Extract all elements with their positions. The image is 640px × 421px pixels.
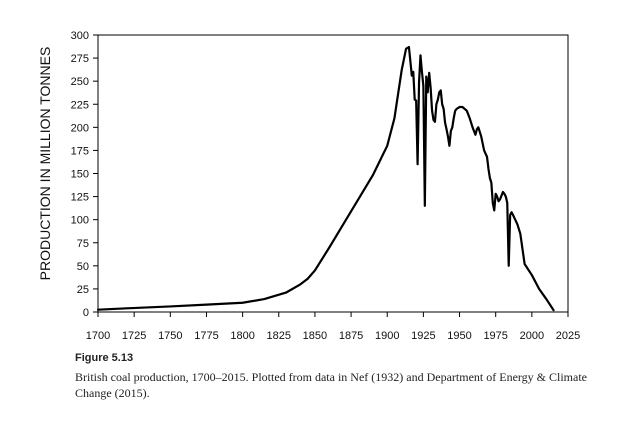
y-tick-label: 100 bbox=[71, 215, 89, 227]
figure-caption: Figure 5.13 British coal production, 170… bbox=[75, 352, 615, 401]
x-tick-label: 1975 bbox=[483, 330, 507, 342]
x-tick-label: 1850 bbox=[303, 330, 327, 342]
x-tick-label: 2000 bbox=[520, 330, 544, 342]
y-tick-label: 250 bbox=[71, 76, 89, 88]
y-tick-label: 150 bbox=[71, 169, 89, 181]
coal-production-line bbox=[96, 45, 555, 312]
x-tick-label: 1800 bbox=[230, 330, 254, 342]
x-tick-label: 1900 bbox=[375, 330, 399, 342]
y-tick-label: 75 bbox=[77, 238, 89, 250]
x-tick-label: 1925 bbox=[411, 330, 435, 342]
y-tick-label: 200 bbox=[71, 122, 89, 134]
y-tick-label: 25 bbox=[77, 284, 89, 296]
figure-caption-text: British coal production, 1700–2015. Plot… bbox=[75, 370, 588, 400]
figure-label: Figure 5.13 bbox=[75, 352, 134, 364]
y-axis: 0 25 50 75 100 125 150 175 200 225 250 275 300 bbox=[71, 30, 98, 319]
x-tick-label: 1725 bbox=[122, 330, 146, 342]
y-tick-label: 275 bbox=[71, 53, 89, 65]
x-axis: 1700 1725 1750 1775 1800 1825 1850 1875 1900 1925… bbox=[86, 312, 580, 342]
y-tick-label: 50 bbox=[77, 261, 89, 273]
x-tick-label: 1875 bbox=[339, 330, 363, 342]
y-tick-label: 300 bbox=[71, 30, 89, 42]
x-tick-label: 1700 bbox=[86, 330, 110, 342]
y-tick-label: 175 bbox=[71, 145, 89, 157]
x-tick-label: 2025 bbox=[556, 330, 580, 342]
x-tick-label: 1775 bbox=[194, 330, 218, 342]
y-tick-label: 225 bbox=[71, 99, 89, 111]
plot-area-frame bbox=[97, 34, 569, 313]
x-tick-label: 1825 bbox=[267, 330, 291, 342]
x-tick-label: 1950 bbox=[447, 330, 471, 342]
y-tick-label: 0 bbox=[83, 307, 89, 319]
y-axis-title: PRODUCTION IN MILLION TONNES bbox=[37, 47, 53, 281]
y-tick-label: 125 bbox=[71, 192, 89, 204]
x-tick-label: 1750 bbox=[158, 330, 182, 342]
